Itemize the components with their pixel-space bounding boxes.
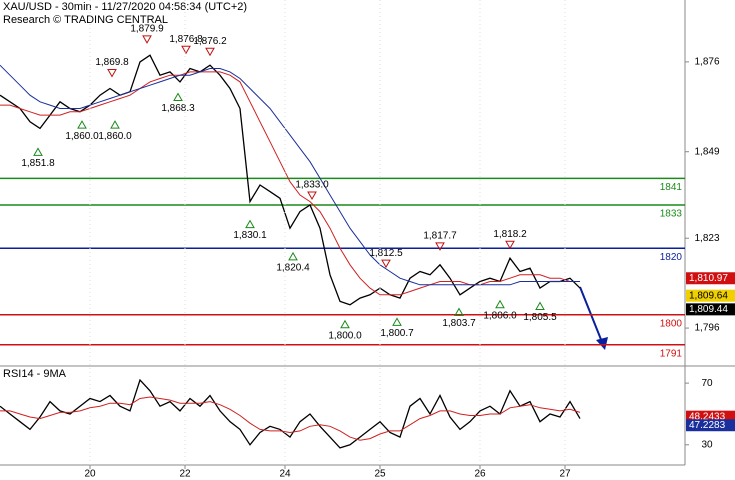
pivot-label: 1,868.3: [161, 103, 195, 114]
series-line: [0, 64, 580, 286]
pivot-label: 1,800.7: [380, 328, 414, 339]
x-tick-label: 25: [374, 469, 386, 480]
pivot-label: 1,860.0: [98, 131, 132, 142]
x-tick-label: 27: [559, 469, 571, 480]
pivot-marker: [77, 120, 87, 129]
series-line: [0, 378, 581, 449]
y-tick-label: 1,796: [694, 323, 719, 334]
y-tick-label: 30: [701, 439, 713, 450]
price-tag-label: 47.2283: [689, 420, 726, 431]
pivot-marker: [435, 242, 445, 251]
pivot-label: 1,833.0: [295, 180, 329, 191]
level-label: 1800: [660, 318, 683, 329]
price-tag: [686, 272, 735, 285]
level-label: 1833: [660, 209, 683, 220]
pivot-label: 1,806.0: [483, 310, 517, 321]
level-label: 1791: [660, 348, 683, 359]
series-line: [0, 71, 580, 296]
pivot-label: 1,869.8: [95, 57, 129, 68]
level-label: 1820: [660, 252, 683, 263]
pivot-label: 1,803.7: [442, 318, 476, 329]
pivot-marker: [288, 251, 298, 261]
price-tag: [686, 419, 735, 432]
pivot-marker: [454, 307, 464, 316]
pivot-label: 1,817.7: [423, 231, 457, 242]
x-tick-label: 22: [179, 469, 191, 480]
rsi-title: RSI14 - 9MA: [3, 368, 67, 380]
pivot-label: 1,800.0: [328, 330, 362, 341]
price-tag-label: 1,809.64: [689, 290, 728, 301]
pivot-marker: [142, 35, 152, 44]
pivot-marker: [505, 240, 515, 250]
price-tag-label: 1,809.44: [689, 304, 728, 315]
pivot-marker: [110, 120, 120, 129]
pivot-marker: [495, 299, 505, 309]
pivot-marker: [381, 259, 391, 269]
pivot-marker: [392, 317, 402, 326]
level-label: 1841: [660, 182, 683, 193]
header-title: XAU/USD - 30min - 11/27/2020 04:58:34 (U…: [3, 1, 247, 13]
pivot-marker: [535, 301, 545, 310]
header-subtitle: Research © TRADING CENTRAL: [3, 14, 168, 26]
x-tick-label: 20: [84, 469, 96, 480]
pivot-marker: [245, 219, 255, 229]
pivot-label: 1,851.8: [21, 158, 55, 169]
y-tick-label: 1,876: [694, 57, 719, 68]
series-line: [0, 54, 581, 306]
pivot-marker: [307, 191, 317, 200]
price-tag: [686, 303, 735, 316]
y-tick-label: 70: [701, 378, 713, 389]
pivot-marker: [340, 319, 350, 329]
pivot-label: 1,820.4: [276, 263, 310, 274]
pivot-marker: [107, 69, 117, 78]
pivot-label: 1,805.5: [523, 312, 557, 323]
pivot-marker: [205, 47, 215, 57]
pivot-label: 1,860.0: [65, 131, 99, 142]
pivot-label: 1,818.2: [493, 229, 527, 240]
pivot-label: 1,812.5: [369, 248, 403, 259]
pivot-label: 1,876.2: [193, 36, 227, 47]
pivot-label: 1,879.9: [130, 24, 164, 35]
pivot-marker: [33, 147, 43, 156]
y-tick-label: 1,823: [694, 233, 719, 244]
pivot-marker: [181, 45, 191, 55]
price-tag: [686, 289, 735, 302]
pivot-label: 1,876.8: [169, 34, 203, 45]
pivot-marker: [173, 92, 183, 102]
x-tick-label: 24: [279, 469, 291, 480]
price-tag-label: 1,810.97: [689, 273, 728, 284]
price-tag-label: 48.2433: [689, 411, 726, 422]
y-tick-label: 1,849: [694, 146, 719, 157]
series-line: [0, 396, 581, 441]
pivot-label: 1,830.1: [233, 230, 267, 241]
x-tick-label: 26: [474, 469, 486, 480]
